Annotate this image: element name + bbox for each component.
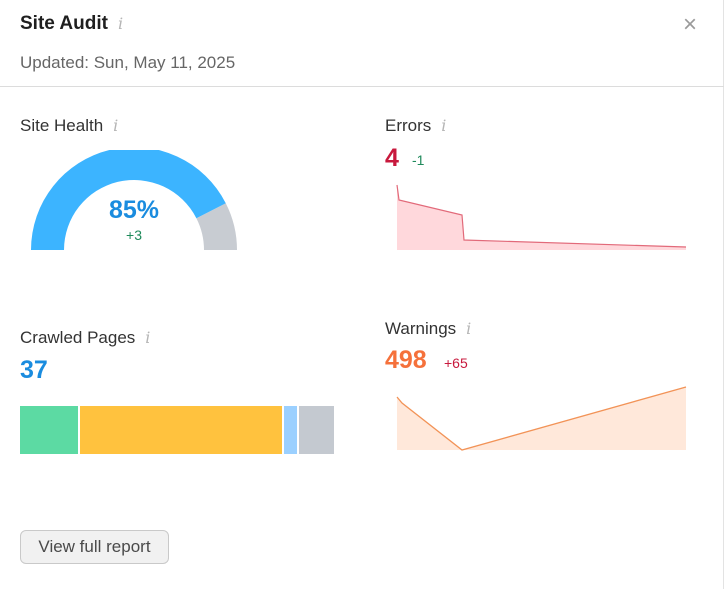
widget-title-text: Site Audit: [20, 13, 108, 34]
crawled-pages-label: Crawled Pages i: [20, 328, 150, 348]
crawled-pages-value[interactable]: 37: [20, 356, 48, 384]
site-health-delta: +3: [126, 227, 142, 243]
site-health-label-text: Site Health: [20, 116, 104, 135]
site-health-gauge: [31, 150, 237, 250]
view-full-report-button[interactable]: View full report: [20, 530, 169, 564]
errors-info-icon[interactable]: i: [441, 116, 447, 135]
warnings-trend-line: [396, 386, 687, 451]
warnings-delta: +65: [444, 355, 468, 371]
warnings-trend-chart: [396, 386, 687, 451]
close-icon[interactable]: ×: [682, 11, 697, 38]
warnings-label-text: Warnings: [385, 319, 457, 338]
warnings-label: Warnings i: [385, 319, 471, 339]
crawled-pages-label-text: Crawled Pages: [20, 328, 136, 347]
site-health-label: Site Health i: [20, 116, 118, 136]
errors-delta: -1: [412, 152, 425, 168]
crawled-bar-segment-blocked[interactable]: [299, 406, 334, 454]
errors-trend-line: [396, 184, 687, 248]
header-divider: [0, 86, 724, 87]
gauge-remaining-arc: [196, 203, 237, 250]
errors-trend-area: [397, 185, 686, 250]
crawled-pages-info-icon[interactable]: i: [145, 328, 151, 347]
errors-label-text: Errors: [385, 116, 432, 135]
errors-value[interactable]: 4: [385, 144, 399, 172]
crawled-bar-segment-have-issues[interactable]: [79, 406, 282, 454]
warnings-trend-area: [397, 387, 686, 450]
info-icon[interactable]: i: [117, 14, 124, 33]
crawled-bar-segment-healthy[interactable]: [20, 406, 78, 454]
errors-label: Errors i: [385, 116, 446, 136]
errors-trend-chart: [396, 184, 687, 250]
site-health-value: 85%: [108, 196, 160, 224]
warnings-value[interactable]: 498: [385, 346, 427, 374]
updated-date: Updated: Sun, May 11, 2025: [20, 53, 236, 72]
gauge-health-arc: [31, 150, 226, 250]
site-health-values: 85% +3: [84, 196, 184, 243]
site-health-info-icon[interactable]: i: [113, 116, 119, 135]
warnings-info-icon[interactable]: i: [466, 319, 472, 338]
crawled-bar-segment-redirected[interactable]: [283, 406, 298, 454]
widget-title: Site Audit i: [20, 13, 123, 35]
